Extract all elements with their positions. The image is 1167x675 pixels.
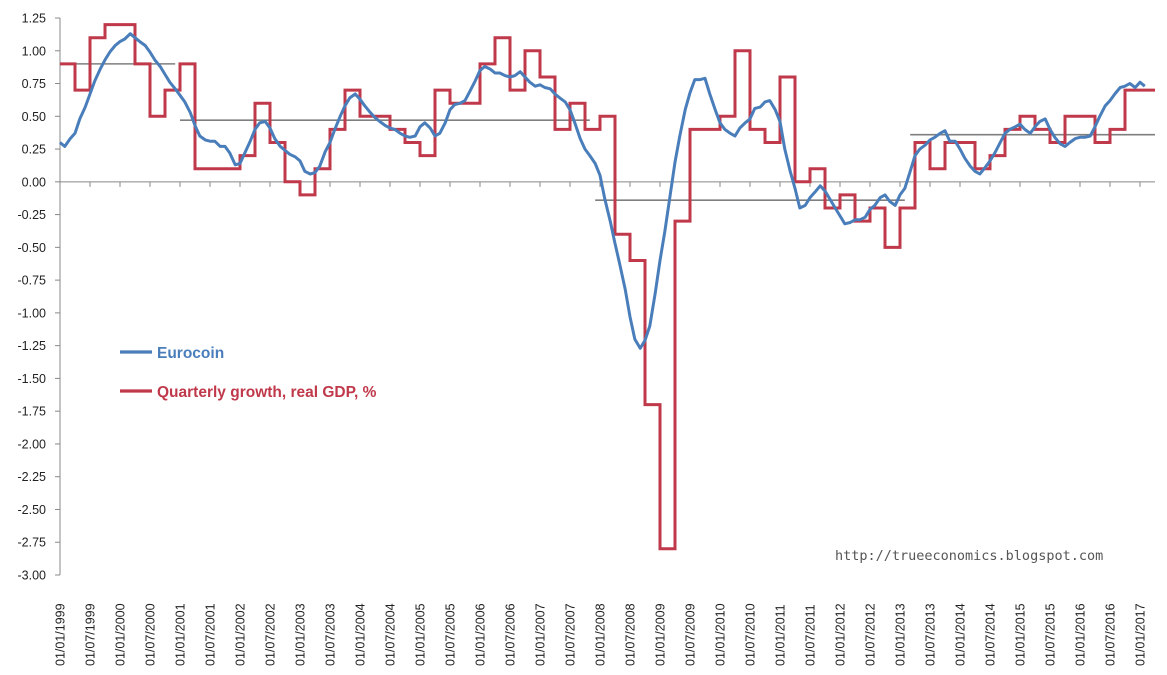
legend-label-eurocoin: Eurocoin [157,345,224,362]
x-tick-label: 01/07/2004 [384,603,398,666]
y-tick-label: 0.50 [22,110,46,124]
x-tick-label: 01/07/2016 [1104,603,1118,666]
y-tick-label: 1.25 [22,12,46,26]
y-tick-label: 0.00 [22,175,46,189]
x-axis: 01/01/1999 01/07/1999 01/01/2000 01/07/2000… [54,181,1155,666]
y-axis: 1.25 1.00 0.75 0.50 0.25 0.00 -0.25 -0.50 -0.75 -… [18,12,61,583]
x-tick-label: 01/01/1999 [54,603,68,666]
x-tick-label: 01/01/2011 [774,604,788,666]
x-tick-label: 01/07/2000 [144,603,158,666]
x-tick-label: 01/07/2015 [1044,603,1058,666]
y-tick-label: -0.50 [18,241,47,255]
x-tick-label: 01/01/2012 [834,603,848,666]
x-tick-label: 01/01/2010 [714,603,728,666]
x-tick-label: 01/07/2005 [444,603,458,666]
x-tick-label: 01/07/1999 [84,603,98,666]
y-tick-label: 0.75 [22,77,46,91]
x-tick-label: 01/07/2013 [924,603,938,666]
series-line-eurocoin [59,32,1146,350]
y-tick-label: -1.50 [18,372,47,386]
y-tick-label: -3.00 [18,569,47,583]
x-tick-label: 01/01/2014 [954,603,968,666]
y-tick-label: -0.25 [18,208,47,222]
x-tick-label: 01/07/2008 [624,603,638,666]
x-tick-label: 01/01/2007 [534,603,548,666]
series-line-gdp [60,23,1155,551]
y-tick-label: -2.50 [18,503,47,517]
x-tick-label: 01/07/2006 [504,603,518,666]
x-tick-label: 01/01/2006 [474,603,488,666]
x-tick-label: 01/07/2011 [804,604,818,666]
x-tick-label: 01/01/2013 [894,603,908,666]
x-tick-label: 01/01/2017 [1134,603,1148,666]
y-tick-label: 1.00 [22,44,46,58]
average-lines [60,63,1155,201]
x-tick-label: 01/07/2009 [684,603,698,666]
x-tick-label: 01/01/2002 [234,603,248,666]
x-tick-label: 01/07/2012 [864,603,878,666]
x-tick-label: 01/01/2016 [1074,603,1088,666]
y-tick-label: -1.00 [18,306,47,320]
y-tick-label: -2.25 [18,470,47,484]
watermark: http://trueeconomics.blogspot.com [835,548,1103,564]
x-tick-label: 01/07/2002 [264,603,278,666]
x-tick-label: 01/01/2009 [654,603,668,666]
x-tick-label: 01/07/2014 [984,603,998,666]
y-tick-label: -0.75 [18,274,47,288]
x-tick-label: 01/01/2015 [1014,603,1028,666]
y-tick-label: 0.25 [22,143,46,157]
x-tick-label: 01/01/2000 [114,603,128,666]
x-tick-label: 01/07/2010 [744,603,758,666]
x-tick-label: 01/01/2008 [594,603,608,666]
x-tick-label: 01/01/2004 [354,603,368,666]
x-tick-label: 01/01/2003 [294,603,308,666]
series [59,23,1155,551]
y-tick-label: -1.25 [18,339,47,353]
x-tick-label: 01/07/2003 [324,603,338,666]
x-tick-label: 01/01/2005 [414,603,428,666]
x-tick-label: 01/07/2007 [564,603,578,666]
x-tick-label: 01/07/2001 [204,603,218,666]
legend-label-gdp: Quarterly growth, real GDP, % [157,384,377,401]
x-tick-label: 01/01/2001 [174,603,188,666]
legend: Eurocoin Quarterly growth, real GDP, % [120,345,377,401]
y-tick-label: -2.00 [18,437,47,451]
y-tick-label: -2.75 [18,536,47,550]
y-tick-label: -1.75 [18,405,47,419]
